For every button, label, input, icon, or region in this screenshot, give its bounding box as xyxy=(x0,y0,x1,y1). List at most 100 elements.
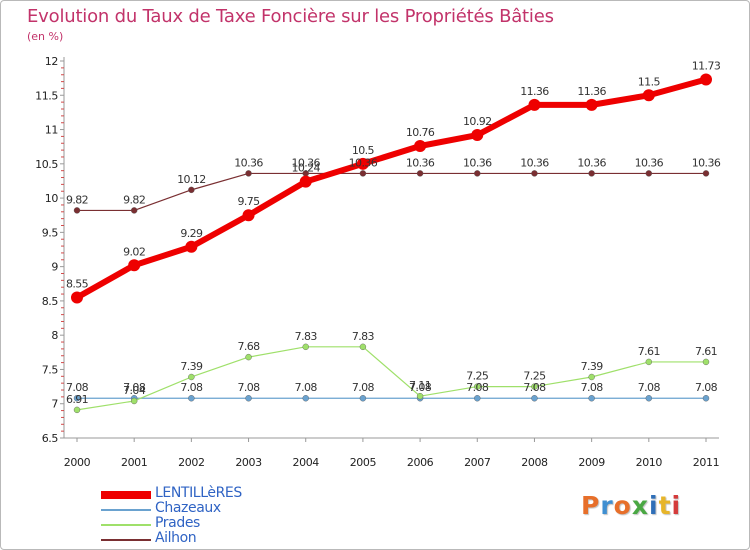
data-point xyxy=(245,170,252,177)
data-label: 8.55 xyxy=(66,277,89,290)
data-label: 9.29 xyxy=(180,227,203,240)
data-point xyxy=(645,395,653,402)
y-tick-label: 7.5 xyxy=(42,363,59,376)
data-point xyxy=(73,406,81,414)
y-axis-unit-label: (en %) xyxy=(27,30,64,43)
data-point xyxy=(302,343,309,351)
data-label: 7.39 xyxy=(581,360,604,373)
data-point xyxy=(71,291,83,304)
data-label: 7.83 xyxy=(295,330,318,343)
y-tick-label: 11 xyxy=(45,124,58,137)
x-tick-label: 2011 xyxy=(693,456,719,469)
data-point xyxy=(528,98,541,111)
y-tick-label: 7 xyxy=(51,398,58,411)
y-tick-label: 6.5 xyxy=(42,432,59,445)
legend-swatch-lentilleres xyxy=(101,490,151,499)
data-label: 10.92 xyxy=(463,115,492,128)
data-label: 7.25 xyxy=(466,370,489,383)
data-point xyxy=(188,395,195,402)
data-label: 10.36 xyxy=(463,156,492,169)
data-point xyxy=(299,175,312,188)
data-point xyxy=(242,209,255,222)
legend-swatch-ailhon xyxy=(101,538,151,541)
data-point xyxy=(588,170,595,177)
data-label: 11.36 xyxy=(577,85,606,98)
x-tick-label: 2007 xyxy=(464,456,491,469)
data-point xyxy=(128,259,141,272)
series-line-ailhon xyxy=(76,172,707,212)
y-tick-label: 12 xyxy=(45,55,58,68)
logo-letter: i xyxy=(671,491,682,520)
data-point xyxy=(645,358,653,366)
data-point xyxy=(702,358,710,366)
data-label: 10.36 xyxy=(692,156,721,169)
data-label: 7.08 xyxy=(409,381,432,394)
data-point xyxy=(531,170,538,177)
data-point xyxy=(531,383,538,390)
data-point xyxy=(474,170,481,177)
data-point xyxy=(130,207,138,214)
data-label: 10.76 xyxy=(406,126,435,139)
data-point xyxy=(531,395,538,402)
data-label: 9.82 xyxy=(66,193,88,206)
data-label: 7.61 xyxy=(695,345,717,358)
data-point xyxy=(359,343,367,351)
axes-group: 6.5 7 7.5 8 8.5 9 9.5 10 10.5 11 11.5 12 2000 2001 200… xyxy=(35,55,720,469)
data-point xyxy=(359,395,367,402)
data-label: 10.36 xyxy=(635,156,664,169)
legend-label-prades: Prades xyxy=(155,515,200,531)
data-label: 10.12 xyxy=(177,173,206,186)
data-point xyxy=(359,170,367,177)
data-point xyxy=(474,395,481,402)
data-label: 9.75 xyxy=(237,195,260,208)
data-label: 7.08 xyxy=(695,381,718,394)
y-tick-label: 8.5 xyxy=(42,295,59,308)
logo-letter: r xyxy=(600,491,614,520)
y-tick-label: 11.5 xyxy=(35,89,58,102)
data-point xyxy=(245,395,252,402)
data-point xyxy=(588,373,595,381)
data-label: 7.08 xyxy=(352,381,375,394)
data-label: 9.82 xyxy=(123,193,145,206)
data-label: 7.08 xyxy=(180,381,203,394)
data-label: 7.08 xyxy=(638,381,661,394)
x-tick-label: 2003 xyxy=(235,456,262,469)
proxiti-logo: Proxiti xyxy=(581,491,681,520)
data-label: 10.36 xyxy=(349,156,378,169)
logo-letter: o xyxy=(613,491,632,520)
data-point xyxy=(588,395,595,402)
data-label: 7.08 xyxy=(123,381,146,394)
data-label: 10.36 xyxy=(291,156,320,169)
chart-title: Evolution du Taux de Taxe Foncière sur l… xyxy=(27,6,554,27)
data-point xyxy=(416,170,424,177)
x-tick-label: 2004 xyxy=(293,456,320,469)
data-label: 7.08 xyxy=(466,381,489,394)
data-point xyxy=(73,395,81,402)
data-label: 7.08 xyxy=(581,381,604,394)
logo-letter: P xyxy=(581,491,601,520)
data-point xyxy=(185,240,198,253)
data-label: 7.08 xyxy=(237,381,260,394)
x-tick-label: 2002 xyxy=(178,456,204,469)
x-tick-label: 2010 xyxy=(636,456,663,469)
y-tick-label: 10.5 xyxy=(35,158,58,171)
data-label: 7.08 xyxy=(523,381,546,394)
data-label: 10.24 xyxy=(291,162,320,175)
data-point xyxy=(474,383,481,390)
data-label: 11.5 xyxy=(638,75,661,88)
data-label: 7.25 xyxy=(523,370,546,383)
data-label: 7.08 xyxy=(66,381,89,394)
data-point xyxy=(188,186,195,194)
legend-swatch-chazeaux xyxy=(101,508,151,511)
legend-swatch-prades xyxy=(101,523,151,526)
data-point xyxy=(702,170,710,177)
logo-letter: x xyxy=(631,491,649,520)
x-tick-label: 2008 xyxy=(521,456,548,469)
data-label: 6.91 xyxy=(66,393,88,406)
data-label: 7.08 xyxy=(295,381,318,394)
series-line-prades xyxy=(76,346,707,411)
y-tick-label: 9 xyxy=(51,261,58,274)
